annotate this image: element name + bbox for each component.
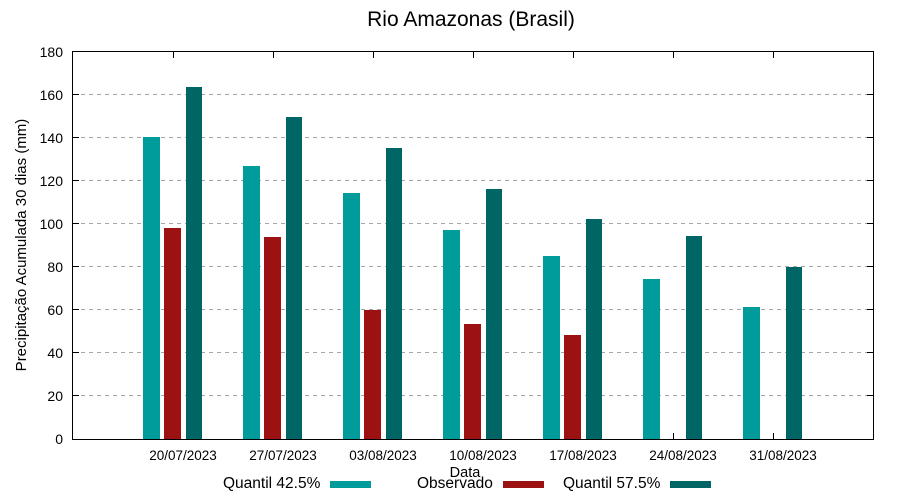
bar-quantil-42-5 (543, 256, 560, 439)
bar-quantil-57-5 (685, 235, 703, 439)
y-tick-label: 40 (47, 345, 63, 361)
bar-quantil-42-5 (143, 136, 160, 439)
x-tick-label: 31/08/2023 (749, 448, 817, 463)
y-tick-right (867, 223, 873, 224)
bar-observado (464, 323, 482, 439)
x-tick-top (473, 52, 474, 58)
x-tick-top (573, 52, 574, 58)
bar-quantil-42-5 (243, 165, 260, 439)
x-tick-label: 03/08/2023 (349, 448, 417, 463)
bar-quantil-42-5 (643, 278, 660, 439)
legend-swatch-observado-icon (502, 480, 544, 488)
gridline-y-80 (73, 266, 873, 267)
y-tick-left (73, 94, 79, 95)
x-tick-label: 17/08/2023 (549, 448, 617, 463)
bar-quantil-42-5 (343, 192, 360, 439)
y-tick-right (867, 180, 873, 181)
x-tick-top (173, 52, 174, 58)
legend-item-observado: Observado (417, 475, 544, 493)
x-tick-label: 27/07/2023 (249, 448, 317, 463)
bar-quantil-42-5 (743, 306, 760, 439)
x-tick-top (673, 52, 674, 58)
y-tick-label: 20 (47, 388, 63, 404)
legend-item-quantil-42-5: Quantil 42.5% (223, 475, 372, 493)
y-tick-label: 140 (39, 130, 63, 146)
y-tick-left (73, 137, 79, 138)
y-tick-right (867, 137, 873, 138)
bar-quantil-57-5 (585, 218, 603, 439)
bar-observado (364, 310, 382, 439)
gridline-y-60 (73, 309, 873, 310)
x-tick-label: 20/07/2023 (149, 448, 217, 463)
legend-swatch-quantil-42-5-icon (330, 480, 372, 488)
x-tick-top (273, 52, 274, 58)
y-axis-label: Precipitação Acumulada 30 dias (mm) (13, 118, 30, 372)
x-tick-top (773, 52, 774, 58)
gridline-y-120 (73, 180, 873, 181)
bar-observado (564, 334, 582, 439)
y-tick-left (73, 309, 79, 310)
x-tick-label: 10/08/2023 (449, 448, 517, 463)
legend-label-observado: Observado (417, 475, 493, 492)
y-tick-label: 100 (39, 216, 63, 232)
y-tick-left (73, 223, 79, 224)
y-tick-label: 160 (39, 87, 63, 103)
y-tick-left (73, 352, 79, 353)
plot-area (72, 51, 874, 440)
bar-quantil-57-5 (785, 267, 803, 439)
y-tick-right (867, 395, 873, 396)
y-tick-right (867, 266, 873, 267)
gridline-y-100 (73, 223, 873, 224)
legend-swatch-quantil-57-5-icon (670, 480, 712, 488)
bar-quantil-57-5 (185, 87, 203, 439)
y-tick-right (867, 352, 873, 353)
chart-title: Rio Amazonas (Brasil) (367, 8, 575, 31)
x-tick-bottom (673, 433, 674, 439)
y-tick-right (867, 94, 873, 95)
y-tick-left (73, 266, 79, 267)
bar-quantil-57-5 (485, 188, 503, 439)
bar-quantil-57-5 (285, 116, 303, 439)
y-tick-label: 80 (47, 259, 63, 275)
bar-quantil-57-5 (385, 147, 403, 439)
legend-label-quantil-42-5: Quantil 42.5% (223, 475, 321, 492)
bar-quantil-42-5 (443, 230, 460, 439)
bar-observado (264, 236, 282, 439)
y-tick-label: 120 (39, 173, 63, 189)
legend-label-quantil-57-5: Quantil 57.5% (563, 475, 661, 492)
x-tick-label: 24/08/2023 (649, 448, 717, 463)
y-tick-left (73, 180, 79, 181)
y-tick-right (867, 309, 873, 310)
y-tick-label: 0 (55, 431, 63, 447)
legend-item-quantil-57-5: Quantil 57.5% (563, 475, 712, 493)
y-tick-label: 60 (47, 302, 63, 318)
gridline-y-140 (73, 137, 873, 138)
y-tick-left (73, 395, 79, 396)
x-tick-bottom (773, 433, 774, 439)
y-tick-label: 180 (39, 44, 63, 60)
x-tick-top (373, 52, 374, 58)
x-axis-label: Data (449, 465, 481, 481)
gridline-y-160 (73, 94, 873, 95)
bar-observado (164, 228, 182, 439)
